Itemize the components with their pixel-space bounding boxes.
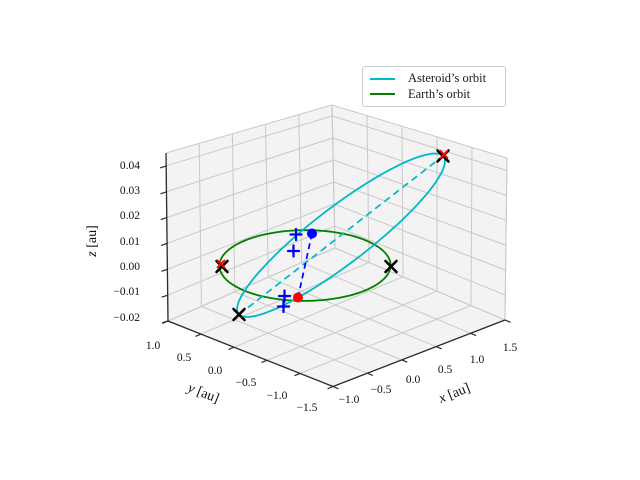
legend: Asteroid’s orbit Earth’s orbit	[362, 66, 506, 107]
x-tick-label: 0.0	[406, 374, 421, 386]
x-tick-label: −0.5	[371, 384, 392, 396]
asteroid-orbit-legend-line	[370, 77, 395, 80]
tick-labels: −1.0 −0.5 0.0 0.5 1.0 1.5 1.0 0.5 0.0 −0.5 −1.0 −1.…	[113, 160, 517, 414]
blue-plus-marker	[276, 299, 291, 314]
floor-pane	[168, 248, 505, 387]
dashed-lines	[238, 155, 444, 316]
z-tick-label: 0.00	[120, 261, 140, 273]
y-tick-label: −0.5	[236, 377, 257, 389]
y-tick-label: −1.0	[267, 390, 288, 402]
z-tick-label: 0.01	[120, 236, 140, 248]
z-tick-label: −0.01	[113, 286, 140, 298]
axis-tick-marks	[159, 165, 511, 390]
z-tick-label: 0.03	[120, 185, 140, 197]
z-tick-label: 0.02	[120, 210, 140, 222]
black-x-marker	[384, 259, 398, 274]
blue-point-marker	[307, 228, 317, 239]
blue-plus-marker	[289, 227, 303, 242]
asteroid-major-axis-dashed-line	[238, 155, 444, 316]
blue-connector-dashed-line	[297, 233, 313, 298]
axis-spines	[165, 152, 506, 388]
right-wall-pane	[332, 105, 507, 320]
z-axis-title: z [au]	[85, 225, 100, 258]
x-tick-label: 0.5	[438, 364, 453, 376]
red-x-marker	[216, 259, 226, 269]
y-tick-label: 0.5	[177, 352, 192, 364]
markers	[215, 149, 450, 322]
legend-item-asteroid-orbit: Asteroid’s orbit	[370, 71, 497, 87]
earth-orbit-legend-label: Earth’s orbit	[408, 86, 471, 101]
red-point-marker	[293, 292, 303, 303]
z-tick-label: −0.02	[113, 312, 140, 324]
legend-item-earth-orbit: Earth’s orbit	[370, 87, 497, 103]
blue-plus-marker	[277, 289, 292, 303]
blue-plus-marker	[286, 244, 301, 258]
black-x-marker	[215, 259, 229, 274]
y-tick-label: 0.0	[208, 365, 223, 377]
red-x-marker	[439, 150, 449, 159]
x-tick-label: 1.5	[503, 342, 518, 354]
y-tick-label: 1.0	[146, 340, 161, 352]
y-axis-title: y [au]	[184, 380, 221, 407]
earth-orbit-legend-line	[370, 93, 395, 96]
x-tick-label: 1.0	[470, 354, 485, 366]
black-x-marker	[232, 307, 246, 322]
x-tick-label: −1.0	[339, 394, 360, 406]
x-axis-title: x [au]	[436, 381, 472, 407]
z-tick-label: 0.04	[120, 160, 140, 172]
axes-panes	[166, 105, 507, 387]
y-tick-label: −1.5	[297, 402, 318, 414]
asteroid-orbit-legend-label: Asteroid’s orbit	[408, 71, 487, 86]
